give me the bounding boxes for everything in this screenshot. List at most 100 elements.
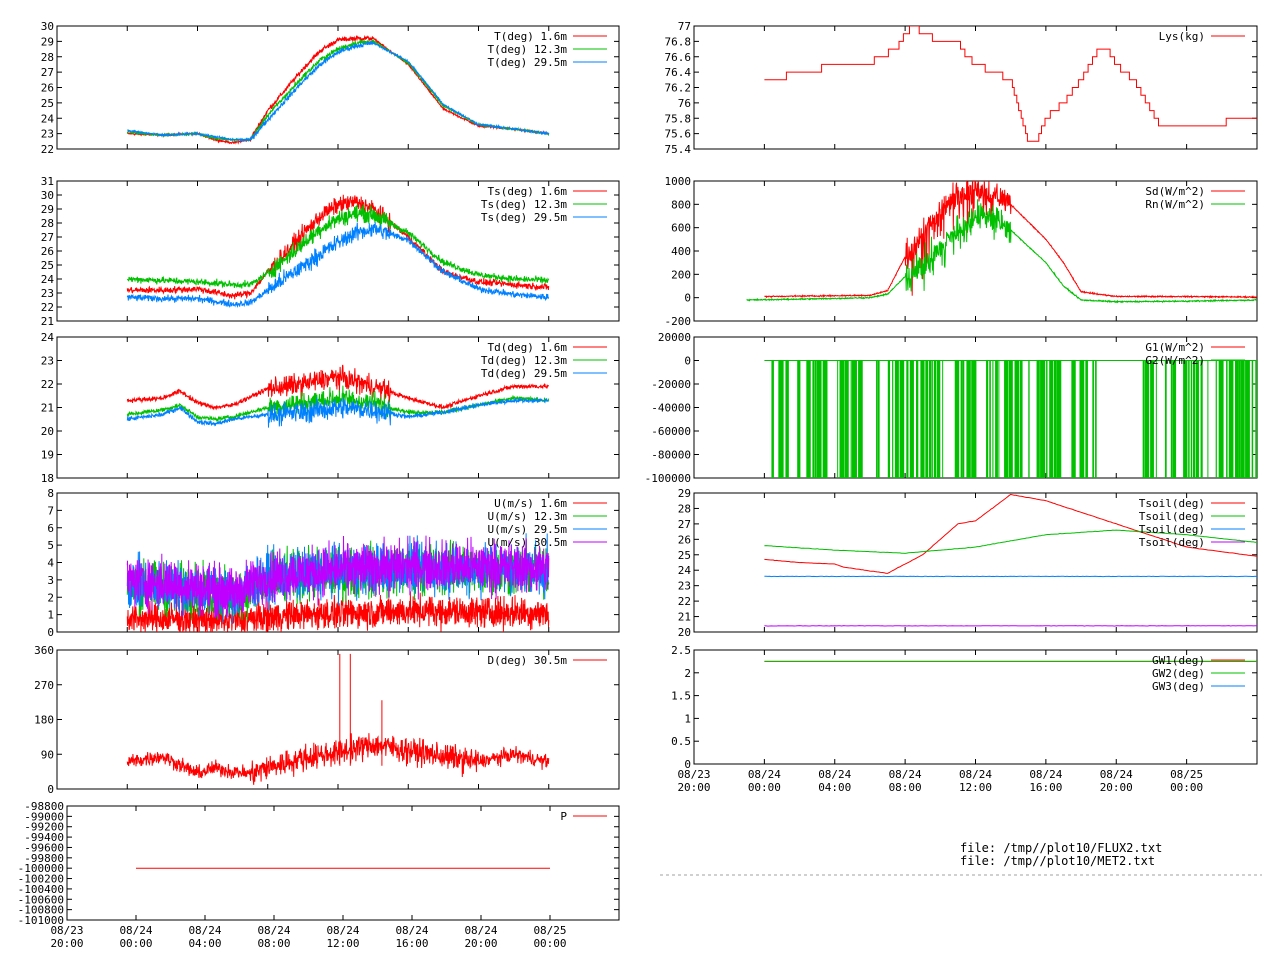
y-tick-label: 2	[684, 667, 691, 680]
g2-bar	[925, 360, 929, 478]
g2-bar	[933, 360, 937, 478]
legend-label: Td(deg) 1.6m	[488, 341, 568, 354]
y-tick-label: -100400	[18, 883, 64, 896]
g2-bar	[1092, 360, 1094, 478]
x-tick-label: 16:00	[395, 937, 428, 950]
x-tick-label: 16:00	[1029, 781, 1062, 794]
x-tick-label: 04:00	[818, 781, 851, 794]
y-tick-label: 400	[671, 245, 691, 258]
legend: Lys(kg)	[1159, 30, 1245, 43]
y-tick-label: -100200	[18, 873, 64, 886]
series-line	[126, 222, 550, 308]
legend-label: Td(deg) 29.5m	[481, 367, 567, 380]
g2-bar	[851, 360, 857, 478]
y-tick-label: 180	[34, 714, 54, 727]
legend-label: U(m/s) 1.6m	[494, 497, 567, 510]
y-tick-label: -60000	[651, 425, 691, 438]
y-tick-label: 76.4	[665, 66, 692, 79]
x-tick-label: 12:00	[326, 937, 359, 950]
y-tick-label: 1	[47, 609, 54, 622]
legend-label: T(deg) 12.3m	[488, 43, 568, 56]
g2-bar	[806, 360, 811, 478]
y-tick-label: 27	[41, 231, 54, 244]
legend-label: Ts(deg) 29.5m	[481, 211, 567, 224]
x-tick-label: 08:00	[889, 781, 922, 794]
y-tick-label: 90	[41, 748, 54, 761]
y-tick-label: 23	[41, 355, 54, 368]
series-line	[764, 529, 1257, 554]
x-tick-label: 08/24	[119, 924, 152, 937]
g2-bar	[1004, 360, 1008, 478]
file-label: file: /tmp//plot10/FLUX2.txt	[960, 841, 1162, 855]
y-tick-label: 26	[678, 533, 691, 546]
legend-label: U(m/s) 29.5m	[488, 523, 568, 536]
y-tick-label: -99000	[24, 810, 64, 823]
y-tick-label: 1	[684, 712, 691, 725]
y-tick-label: 24	[678, 564, 692, 577]
legend-label: GW3(deg)	[1152, 680, 1205, 693]
legend-label: Ts(deg) 12.3m	[481, 198, 567, 211]
g2-bar	[986, 360, 989, 478]
g2-bar	[812, 360, 815, 478]
g2-bar	[1071, 360, 1076, 478]
g2-bar	[1144, 360, 1150, 478]
g2-bar	[797, 360, 801, 478]
x-tick-label: 08/23	[677, 768, 710, 781]
g2-bar	[1040, 360, 1046, 478]
g2-bar	[1192, 360, 1196, 478]
series-line	[126, 385, 550, 423]
g2-bar	[971, 360, 977, 478]
g2-bar	[962, 360, 965, 478]
g2-bar	[1200, 360, 1203, 478]
x-tick-label: 08/24	[395, 924, 428, 937]
series-line	[127, 40, 550, 143]
y-tick-label: -98800	[24, 800, 64, 813]
series-g2-bars	[771, 360, 1257, 478]
plot-frame	[66, 805, 620, 921]
g2-bar	[1049, 360, 1054, 478]
y-tick-label: 29	[678, 487, 691, 500]
g2-bar	[1008, 360, 1013, 478]
y-tick-label: 7	[47, 504, 54, 517]
chart-radiation: -200 0 200 400 600 800 1000 Sd(W/m^2)Rn(W/m^2)	[665, 175, 1258, 328]
g2-bar	[1235, 360, 1239, 478]
x-tick-label: 08/24	[818, 768, 851, 781]
g2-bar	[1095, 360, 1097, 478]
y-tick-label: 19	[41, 449, 54, 462]
chart-ground_heat: -100000 -80000 -60000 -40000 -20000 0 20000 G1(…	[645, 331, 1258, 485]
series-line	[764, 625, 1257, 627]
x-tick-label: 08/23	[50, 924, 83, 937]
g2-bar	[1172, 360, 1177, 478]
y-tick-label: -99200	[24, 821, 64, 834]
g2-bar	[1164, 360, 1167, 478]
g2-bar	[1195, 360, 1199, 478]
y-tick-label: -80000	[651, 449, 691, 462]
series-line	[746, 199, 1257, 304]
y-tick-label: 4	[47, 557, 54, 570]
legend-label: G1(W/m^2)	[1145, 341, 1205, 354]
y-tick-label: 0	[684, 758, 691, 771]
legend-label: Ts(deg) 1.6m	[488, 185, 568, 198]
y-tick-label: 23	[41, 287, 54, 300]
y-tick-label: 21	[41, 315, 54, 328]
legend-label: GW2(deg)	[1152, 667, 1205, 680]
y-tick-label: -20000	[651, 378, 691, 391]
x-tick-label: 08/24	[1100, 768, 1133, 781]
g2-bar	[785, 360, 789, 478]
series-line	[764, 181, 1257, 299]
legend-label: Tsoil(deg)	[1139, 510, 1205, 523]
legend-label: Rn(W/m^2)	[1145, 198, 1205, 211]
y-tick-label: 800	[671, 198, 691, 211]
series-line	[126, 204, 550, 289]
g2-bar	[1245, 360, 1250, 478]
series-line	[126, 397, 549, 428]
series-line	[126, 364, 550, 411]
g2-bar	[837, 360, 839, 478]
y-tick-label: -100000	[18, 862, 64, 875]
y-tick-label: -100000	[645, 472, 691, 485]
y-tick-label: -200	[665, 315, 692, 328]
y-tick-label: 0.5	[671, 735, 691, 748]
